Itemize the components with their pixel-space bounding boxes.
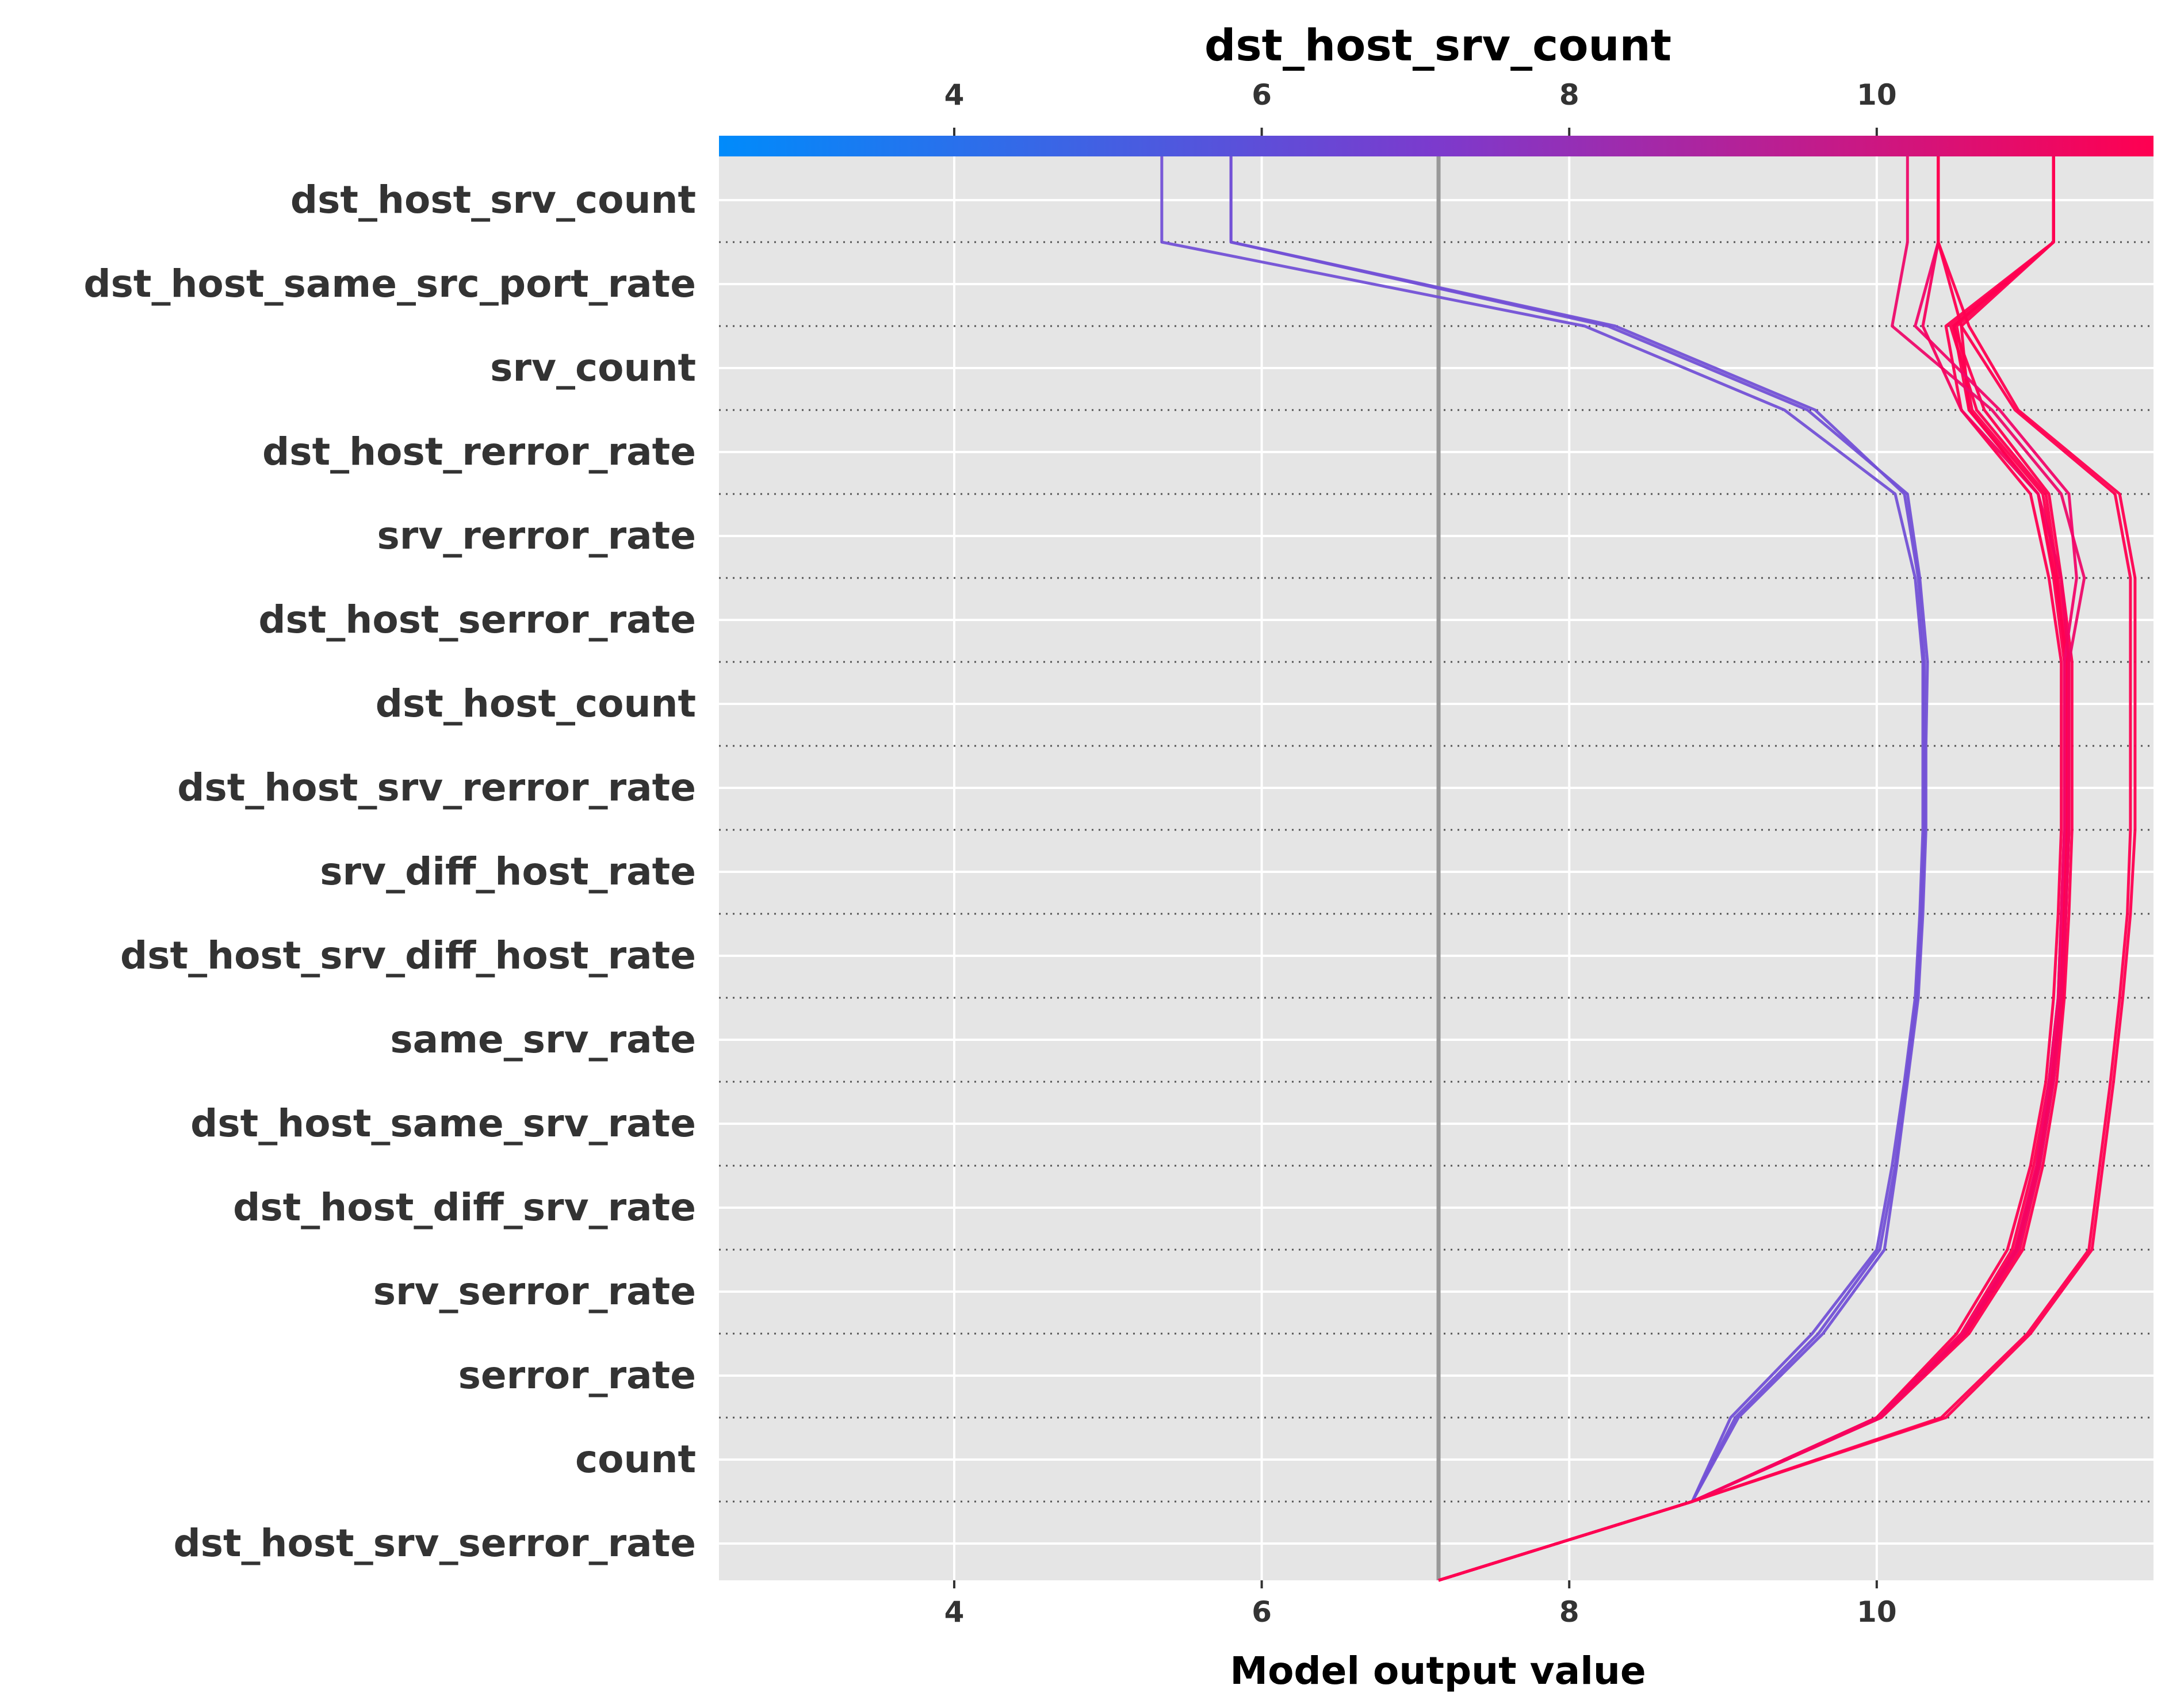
feature-label: dst_host_same_srv_rate	[190, 1101, 696, 1146]
series-line	[1438, 154, 2063, 1582]
feature-label: dst_host_srv_count	[290, 178, 696, 222]
colorbar	[719, 136, 2153, 156]
series-line	[1229, 154, 1929, 1582]
colorbar-tick-label: 10	[1857, 78, 1897, 112]
x-ticks: 4 6 8 10	[944, 1580, 1897, 1629]
feature-label: same_srv_rate	[390, 1017, 696, 1062]
x-tick-label: 10	[1857, 1595, 1897, 1629]
feature-label: dst_host_srv_rerror_rate	[177, 765, 696, 810]
feature-label: srv_serror_rate	[373, 1269, 696, 1313]
series-line	[1438, 154, 2074, 1582]
series-line	[1438, 154, 2137, 1582]
colorbar-ticks: 4 6 8 10	[944, 78, 1897, 136]
colorbar-title: dst_host_srv_count	[1204, 20, 1671, 71]
plot-background	[719, 137, 2153, 1580]
feature-labels: dst_host_srv_count dst_host_same_src_port…	[83, 178, 696, 1565]
feature-label: srv_count	[490, 346, 696, 390]
feature-label: count	[575, 1437, 696, 1481]
x-tick-label: 4	[944, 1595, 965, 1629]
feature-label: dst_host_srv_diff_host_rate	[120, 933, 696, 978]
y-gridlines	[719, 199, 2153, 1545]
colorbar-tick-label: 8	[1559, 78, 1579, 112]
colorbar-tick-label: 4	[944, 78, 965, 112]
feature-label: dst_host_srv_serror_rate	[173, 1521, 696, 1565]
series-line	[1438, 154, 2071, 1582]
feature-label: dst_host_diff_srv_rate	[233, 1185, 696, 1230]
x-tick-label: 6	[1252, 1595, 1272, 1629]
colorbar-tick-label: 6	[1252, 78, 1272, 112]
feature-label: dst_host_count	[376, 681, 696, 726]
x-gridlines	[953, 137, 1878, 1580]
series-line	[1160, 154, 1925, 1582]
feature-label: dst_host_rerror_rate	[262, 430, 696, 474]
feature-label: serror_rate	[458, 1353, 696, 1397]
feature-label: srv_rerror_rate	[377, 514, 696, 558]
feature-label: dst_host_same_src_port_rate	[83, 262, 696, 306]
x-axis-label: Model output value	[1230, 1649, 1646, 1693]
series-line	[1438, 154, 2132, 1582]
feature-label: dst_host_serror_rate	[258, 598, 696, 642]
feature-label: srv_diff_host_rate	[320, 849, 696, 894]
series-line	[1229, 154, 1926, 1582]
series-lines	[1160, 154, 2137, 1582]
x-tick-label: 8	[1559, 1595, 1579, 1629]
